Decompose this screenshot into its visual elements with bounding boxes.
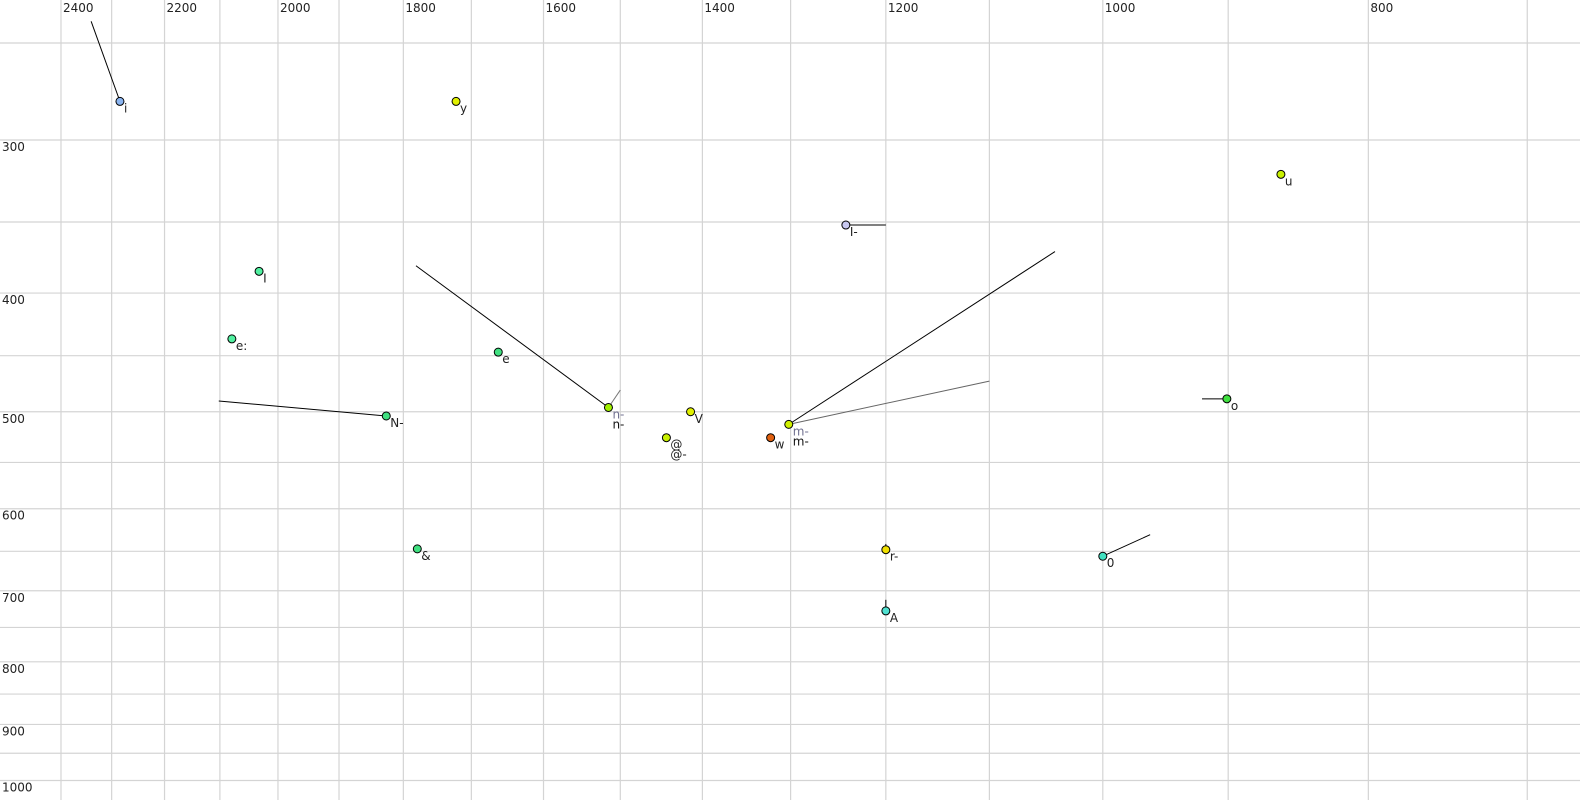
x-tick-label: 2400 [63,1,94,15]
y-tick-label: 300 [2,140,25,154]
data-point [227,334,237,344]
point-label: n- [612,417,624,431]
formant-track [218,400,387,417]
point-label: m- [793,434,809,448]
y-tick-label: 900 [2,724,25,738]
axis-tick-labels: 2400 2200 2000 1800 1600 1400 1200 1000 800 300 40… [2,1,1393,795]
x-tick-label: 1000 [1105,1,1136,15]
data-point [1222,394,1232,404]
point-label: w [775,438,785,452]
data-points: i y u I- Ie: e N-n-n- V @@- w m-m-o & r- 0 A [115,96,1293,625]
data-point [254,266,264,276]
y-tick-label: 700 [2,591,25,605]
data-point [493,347,503,357]
data-point [115,96,125,106]
y-tick-label: 1000 [2,781,33,795]
data-point [1098,551,1108,561]
point-label: y [460,101,467,115]
point-label: i [124,101,127,115]
data-point [661,433,671,443]
data-point [881,545,891,555]
x-tick-label: 800 [1370,1,1393,15]
x-tick-label: 1400 [704,1,735,15]
data-point [451,96,461,106]
formant-track [415,265,609,408]
point-label: m- [793,424,809,438]
data-point [881,606,891,616]
x-tick-label: 1600 [546,1,577,15]
data-point [603,402,613,412]
point-label: @ [670,438,682,452]
y-tick-label: 400 [2,293,25,307]
point-label: I- [850,225,858,239]
point-label: A [890,611,899,625]
point-label: N- [390,416,403,430]
y-tick-label: 500 [2,412,25,426]
data-point [412,544,422,554]
formant-track [788,380,990,425]
point-label: 0 [1107,556,1115,570]
x-tick-label: 2200 [167,1,198,15]
data-point [784,419,794,429]
point-label: I [263,271,267,285]
point-label: V [695,412,704,426]
point-label: u [1285,174,1293,188]
point-label: @- [670,448,686,462]
formant-tracks [90,21,1227,611]
data-point [381,411,391,421]
point-label: e [502,352,509,366]
data-point [686,407,696,417]
point-label: n- [612,407,624,421]
point-label: o [1231,399,1238,413]
point-label: & [421,549,430,563]
data-point [841,220,851,230]
point-label: e: [236,339,247,353]
y-tick-label: 600 [2,509,25,523]
formant-track [788,251,1056,425]
formant-track [90,21,121,102]
data-point [1276,169,1286,179]
formant-track [1102,534,1151,557]
data-point [766,433,776,443]
x-tick-label: 1200 [888,1,919,15]
x-tick-label: 2000 [280,1,311,15]
y-tick-label: 800 [2,662,25,676]
x-tick-label: 1800 [405,1,436,15]
point-label: r- [890,550,899,564]
